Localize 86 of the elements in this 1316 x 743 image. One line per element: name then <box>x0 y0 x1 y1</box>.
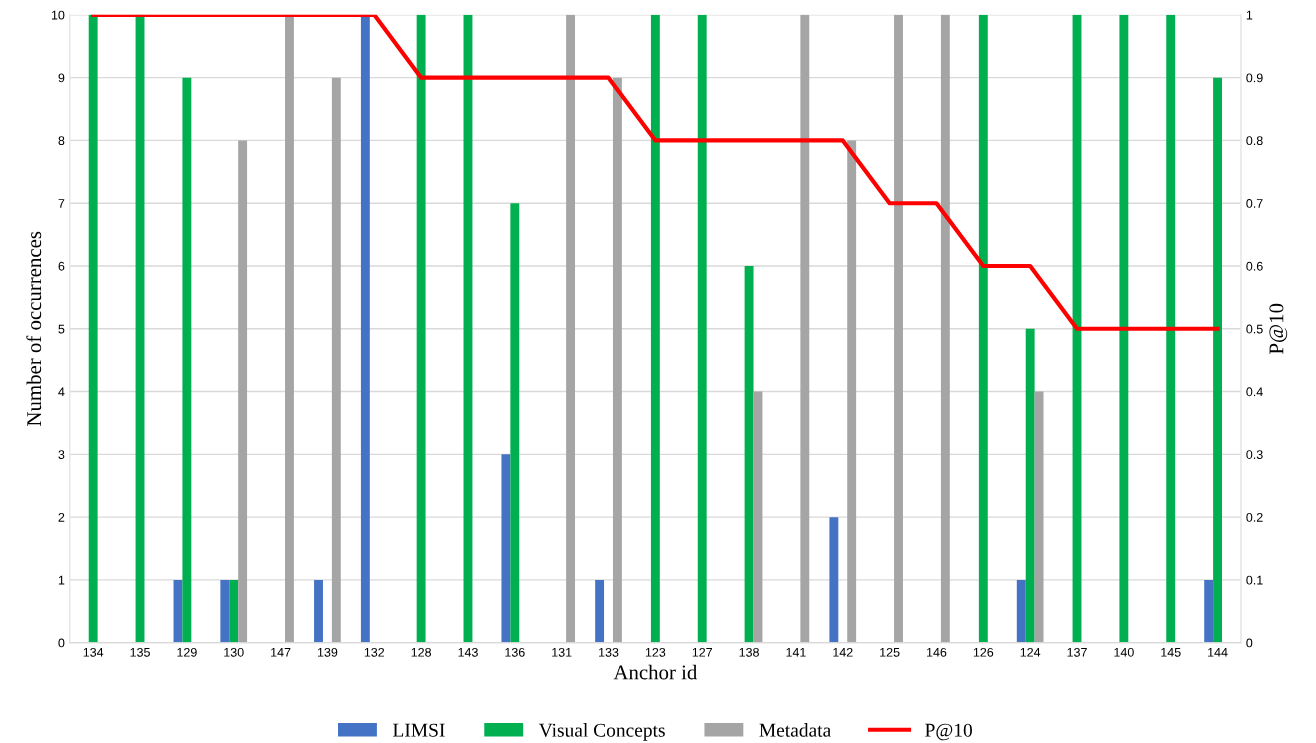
y2-tick-label: 0.2 <box>1246 512 1263 522</box>
y-tick-label: 2 <box>58 512 65 522</box>
bar <box>360 14 370 643</box>
bar <box>894 14 903 643</box>
bar <box>229 579 239 643</box>
x-tick-label: 133 <box>599 647 619 657</box>
bar <box>940 14 950 643</box>
y2-tick-label: 0.1 <box>1246 575 1263 585</box>
bar <box>1025 328 1035 643</box>
x-tick-label: 139 <box>317 647 338 657</box>
x-tick-label: 142 <box>833 647 853 657</box>
bar <box>314 579 323 643</box>
bar <box>847 140 857 643</box>
y-tick-label: 7 <box>58 199 65 208</box>
y2-tick-label: 0.7 <box>1246 199 1263 208</box>
x-tick-label: 145 <box>1161 648 1181 657</box>
x-tick-label: 140 <box>1114 647 1134 657</box>
x-tick-label: 131 <box>552 647 572 657</box>
x-tick-label: 138 <box>739 647 759 657</box>
x-tick-label: 137 <box>1067 647 1087 657</box>
y-tick-label: 3 <box>58 450 65 459</box>
y-tick-label: 9 <box>58 73 65 83</box>
bar <box>744 265 754 643</box>
bar <box>238 140 248 643</box>
legend-label: Metadata <box>759 723 831 737</box>
bar <box>220 579 230 643</box>
x-tick-label: 144 <box>1208 648 1228 657</box>
bar <box>612 77 622 643</box>
bar <box>1204 579 1214 643</box>
y2-tick-label: 0.6 <box>1246 261 1263 271</box>
y-tick-label: 6 <box>58 261 65 271</box>
y-tick-label: 8 <box>58 136 65 146</box>
y2-axis-title: P@10 <box>1269 303 1288 354</box>
bar <box>416 14 426 643</box>
x-tick-label: 146 <box>926 647 947 657</box>
y2-tick-label: 0.9 <box>1246 73 1263 83</box>
y-tick-label: 1 <box>58 575 65 585</box>
bar <box>978 14 988 643</box>
bar <box>566 14 576 643</box>
x-tick-label: 130 <box>224 647 244 657</box>
bar <box>285 14 294 643</box>
line-series <box>91 14 1220 331</box>
y2-tick-label: 1 <box>1246 10 1253 20</box>
bar <box>1034 391 1044 643</box>
x-tick-label: 141 <box>786 648 806 657</box>
x-tick-label: 127 <box>692 647 713 657</box>
y2-tick-label: 0.5 <box>1246 324 1263 334</box>
y2-tick-label: 0.3 <box>1246 450 1263 459</box>
bar <box>1016 579 1026 643</box>
y-tick-label: 10 <box>51 10 65 20</box>
x-tick-label: 129 <box>177 647 197 657</box>
bar <box>697 14 707 643</box>
bar <box>650 14 660 643</box>
x-tick-label: 125 <box>880 647 900 657</box>
y2-tick-label: 0.8 <box>1246 136 1263 146</box>
bar <box>88 14 98 643</box>
legend-label: P@10 <box>925 723 972 741</box>
x-tick-label: 135 <box>130 647 150 657</box>
x-tick-label: 124 <box>1020 647 1041 657</box>
bar <box>510 203 520 643</box>
y-tick-label: 0 <box>58 638 65 648</box>
x-tick-label: 143 <box>458 647 478 657</box>
y2-tick-label: 0 <box>1246 638 1253 648</box>
bar <box>800 14 810 643</box>
x-tick-label: 132 <box>364 647 385 657</box>
bar <box>1166 14 1176 643</box>
bar <box>1213 77 1223 643</box>
x-tick-label: 134 <box>83 647 104 657</box>
bar <box>182 77 192 643</box>
legend-label: Visual Concepts <box>538 723 665 741</box>
y2-tick-label: 0.4 <box>1246 387 1263 397</box>
x-tick-label: 147 <box>271 648 291 657</box>
y-tick-label: 4 <box>58 387 65 397</box>
bar <box>501 454 511 643</box>
x-tick-label: 126 <box>973 647 994 657</box>
x-tick-label: 128 <box>411 647 432 657</box>
x-tick-label: 123 <box>645 647 666 657</box>
legend-label: LIMSI <box>393 723 445 737</box>
x-axis-title: Anchor id <box>613 664 698 680</box>
bar <box>1119 14 1129 643</box>
y-axis-title: Number of occurrences <box>26 231 42 426</box>
bar <box>595 579 605 643</box>
bar <box>331 77 341 643</box>
x-tick-label: 136 <box>505 647 525 657</box>
y-tick-label: 5 <box>58 324 65 334</box>
bar <box>829 517 839 643</box>
